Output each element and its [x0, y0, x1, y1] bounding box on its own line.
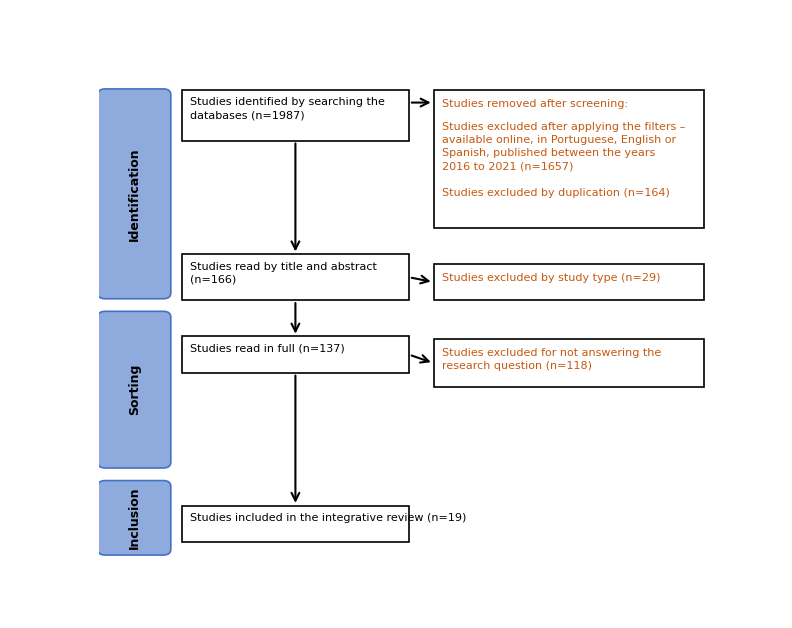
Text: Inclusion: Inclusion — [128, 487, 141, 549]
Text: Studies excluded after applying the filters –
available online, in Portuguese, E: Studies excluded after applying the filt… — [441, 122, 685, 171]
Text: Studies read in full (n=137): Studies read in full (n=137) — [190, 344, 345, 354]
FancyBboxPatch shape — [97, 480, 171, 555]
Bar — [182, 506, 409, 542]
Bar — [433, 264, 703, 300]
FancyBboxPatch shape — [97, 89, 171, 299]
Bar — [433, 339, 703, 387]
Text: Studies excluded for not answering the
research question (n=118): Studies excluded for not answering the r… — [441, 348, 661, 371]
Text: Studies read by title and abstract
(n=166): Studies read by title and abstract (n=16… — [190, 261, 377, 284]
Text: Identification: Identification — [128, 147, 141, 241]
FancyBboxPatch shape — [97, 311, 171, 468]
Bar — [182, 90, 409, 141]
Bar — [182, 254, 409, 300]
Text: Studies included in the integrative review (n=19): Studies included in the integrative revi… — [190, 513, 466, 523]
Bar — [433, 90, 703, 228]
Text: Studies identified by searching the
databases (n=1987): Studies identified by searching the data… — [190, 97, 385, 121]
Bar — [182, 337, 409, 373]
Text: Sorting: Sorting — [128, 364, 141, 415]
Text: Studies removed after screening:: Studies removed after screening: — [441, 99, 627, 109]
Text: Studies excluded by study type (n=29): Studies excluded by study type (n=29) — [441, 273, 660, 283]
Text: Studies excluded by duplication (n=164): Studies excluded by duplication (n=164) — [441, 188, 669, 198]
